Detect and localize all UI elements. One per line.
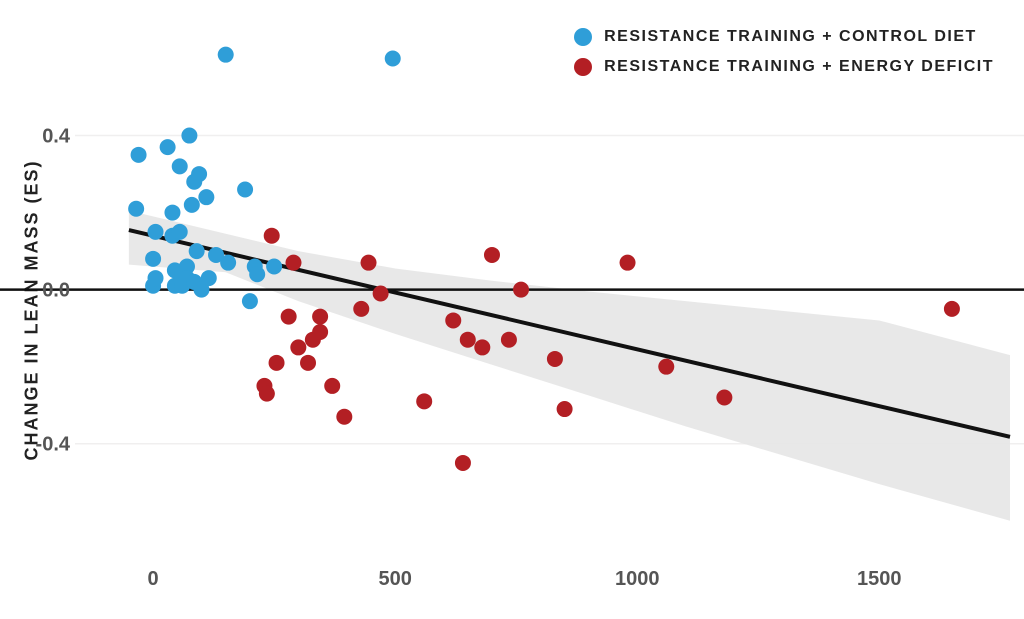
data-point-deficit: [324, 378, 340, 394]
data-point-deficit: [290, 339, 306, 355]
data-point-control: [128, 201, 144, 217]
data-point-deficit: [944, 301, 960, 317]
data-point-control: [266, 259, 282, 275]
y-tick-label: -0.4: [36, 434, 71, 456]
data-point-control: [164, 205, 180, 221]
data-point-deficit: [259, 386, 275, 402]
x-tick-label: 1500: [857, 568, 902, 590]
data-point-deficit: [445, 312, 461, 328]
data-point-control: [385, 51, 401, 67]
y-tick-label: 0.4: [42, 126, 71, 148]
data-point-deficit: [312, 324, 328, 340]
data-point-deficit: [513, 282, 529, 298]
data-point-control: [148, 224, 164, 240]
data-point-deficit: [620, 255, 636, 271]
data-point-deficit: [285, 255, 301, 271]
data-point-deficit: [353, 301, 369, 317]
data-point-deficit: [373, 285, 389, 301]
data-point-control: [172, 224, 188, 240]
y-tick-label: 0.0: [42, 280, 70, 302]
data-point-deficit: [501, 332, 517, 348]
data-point-deficit: [281, 309, 297, 325]
x-tick-label: 500: [378, 568, 411, 590]
data-point-deficit: [269, 355, 285, 371]
x-tick-label: 1000: [615, 568, 660, 590]
confidence-band: [129, 211, 1010, 521]
data-point-deficit: [658, 359, 674, 375]
scatter-chart: CHANGE IN LEAN MASS (ES) RESISTANCE TRAI…: [0, 0, 1024, 619]
data-point-control: [181, 128, 197, 144]
data-point-control: [172, 158, 188, 174]
data-point-deficit: [264, 228, 280, 244]
data-point-control: [249, 266, 265, 282]
data-point-deficit: [312, 309, 328, 325]
data-point-control: [242, 293, 258, 309]
data-point-control: [218, 47, 234, 63]
data-point-control: [145, 251, 161, 267]
data-point-deficit: [557, 401, 573, 417]
data-point-control: [220, 255, 236, 271]
data-point-deficit: [547, 351, 563, 367]
data-point-control: [201, 270, 217, 286]
data-point-deficit: [336, 409, 352, 425]
data-point-deficit: [460, 332, 476, 348]
data-point-control: [189, 243, 205, 259]
data-point-control: [131, 147, 147, 163]
data-point-control: [184, 197, 200, 213]
plot-svg: -0.4 0.0 0.4 0 500 1000 1500: [0, 0, 1024, 619]
data-point-deficit: [455, 455, 471, 471]
data-point-deficit: [361, 255, 377, 271]
data-point-deficit: [716, 389, 732, 405]
data-point-control: [198, 189, 214, 205]
data-point-deficit: [474, 339, 490, 355]
data-point-control: [148, 270, 164, 286]
data-point-deficit: [300, 355, 316, 371]
data-point-control: [237, 181, 253, 197]
data-point-control: [191, 166, 207, 182]
data-point-deficit: [416, 393, 432, 409]
x-tick-label: 0: [148, 568, 159, 590]
data-point-deficit: [484, 247, 500, 263]
data-point-control: [160, 139, 176, 155]
